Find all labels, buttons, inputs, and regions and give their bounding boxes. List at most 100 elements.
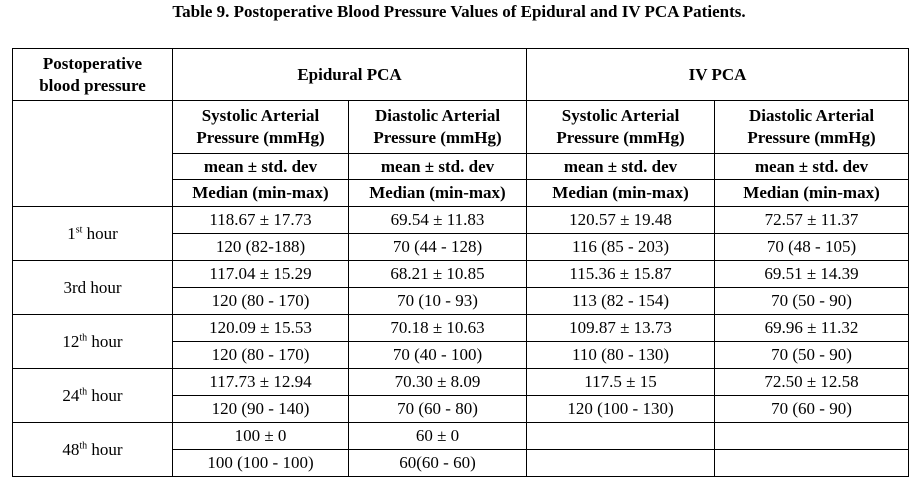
col-header-epidural-systolic: Systolic Arterial Pressure (mmHg) [172, 100, 349, 154]
median-value-cell: 70 (48 - 105) [714, 233, 910, 261]
mean-value-cell: 68.21 ± 10.85 [347, 260, 528, 288]
mean-value-cell: 100 ± 0 [172, 422, 349, 450]
time-point-suffix: st [75, 223, 83, 235]
mean-value-cell [714, 422, 910, 450]
median-value-cell: 120 (80 - 170) [172, 341, 349, 369]
median-value-cell: 70 (50 - 90) [714, 287, 910, 315]
time-point-number: 3rd [63, 277, 87, 297]
mean-value-cell: 120.09 ± 15.53 [172, 314, 349, 342]
col-header-line2: Pressure (mmHg) [747, 128, 876, 147]
mean-label: mean ± std. dev [172, 153, 349, 180]
mean-value-cell: 70.18 ± 10.63 [347, 314, 528, 342]
time-point-suffix: th [79, 331, 88, 343]
median-value-cell: 113 (82 - 154) [526, 287, 716, 315]
median-value-cell: 70 (10 - 93) [347, 287, 528, 315]
mean-value-cell: 117.04 ± 15.29 [172, 260, 349, 288]
median-value-cell: 70 (44 - 128) [347, 233, 528, 261]
mean-value-cell: 117.5 ± 15 [526, 368, 716, 396]
time-point-unit: hour [82, 223, 118, 243]
median-value-cell: 120 (80 - 170) [172, 287, 349, 315]
mean-value-cell: 69.54 ± 11.83 [347, 206, 528, 234]
time-point-unit: hour [86, 277, 122, 297]
median-value-cell [526, 449, 716, 477]
time-point-cell: 12th hour [12, 314, 173, 369]
median-value-cell: 60(60 - 60) [347, 449, 528, 477]
table-row: 1st hour 118.67 ± 17.73 69.54 ± 11.83 120.5… [12, 206, 910, 261]
median-value-cell: 120 (100 - 130) [526, 395, 716, 423]
table-row: 120 (82-188) 70 (44 - 128) 116 (85 - 203) 7… [13, 233, 910, 261]
time-point-number: 48 [62, 439, 80, 459]
mean-value-cell [526, 422, 716, 450]
median-label: Median (min-max) [172, 179, 349, 207]
table-caption: Table 9. Postoperative Blood Pressure Va… [172, 2, 746, 21]
corner-header-line2: blood pressure [39, 75, 146, 95]
time-point-cell: 3rd hour [12, 260, 173, 315]
table-row: 100 (100 - 100) 60(60 - 60) [13, 449, 910, 477]
col-header-line2: Pressure (mmHg) [556, 128, 685, 147]
median-label: Median (min-max) [714, 179, 910, 207]
mean-value-cell: 72.50 ± 12.58 [714, 368, 910, 396]
mean-value-cell: 115.36 ± 15.87 [526, 260, 716, 288]
col-header-line2: Pressure (mmHg) [373, 128, 502, 147]
corner-blank [12, 100, 173, 207]
mean-value-cell: 118.67 ± 17.73 [172, 206, 349, 234]
col-header-iv-systolic: Systolic Arterial Pressure (mmHg) [526, 100, 716, 154]
table-body: Postoperative blood pressure Epidural PC… [12, 48, 910, 477]
table-row: 3rd hour 117.04 ± 15.29 68.21 ± 10.85 115.3… [12, 260, 910, 315]
time-point-cell: 24th hour [12, 368, 173, 423]
group-header-epidural: Epidural PCA [171, 48, 528, 101]
time-point-number: 24 [62, 385, 80, 405]
median-value-cell: 100 (100 - 100) [172, 449, 349, 477]
median-value-cell: 70 (40 - 100) [347, 341, 528, 369]
col-header-iv-diastolic: Diastolic Arterial Pressure (mmHg) [714, 100, 910, 154]
mean-label: mean ± std. dev [714, 153, 910, 180]
time-point-number: 12 [62, 331, 80, 351]
median-value-cell: 116 (85 - 203) [526, 233, 716, 261]
median-value-cell: 70 (60 - 80) [347, 395, 528, 423]
col-header-line1: Diastolic Arterial [748, 106, 875, 125]
mean-value-cell: 117.73 ± 12.94 [172, 368, 349, 396]
time-point-unit: hour [87, 331, 123, 351]
corner-header-line1: Postoperative [42, 53, 143, 73]
corner-header: Postoperative blood pressure [12, 48, 173, 101]
time-point-suffix: th [79, 439, 88, 451]
mean-value-cell: 60 ± 0 [347, 422, 528, 450]
col-header-line1: Systolic Arterial [561, 106, 680, 125]
table-row: 48th hour 100 ± 0 60 ± 0 [12, 422, 910, 477]
time-point-suffix: th [79, 385, 88, 397]
mean-value-cell: 69.96 ± 11.32 [714, 314, 910, 342]
header-row-mean: mean ± std. dev mean ± std. dev mean ± s… [13, 153, 910, 180]
median-value-cell: 120 (82-188) [172, 233, 349, 261]
mean-value-cell: 120.57 ± 19.48 [526, 206, 716, 234]
header-row-median: Median (min-max) Median (min-max) Median… [13, 179, 910, 207]
median-value-cell: 70 (50 - 90) [714, 341, 910, 369]
time-point-cell: 1st hour [12, 206, 173, 261]
median-label: Median (min-max) [526, 179, 716, 207]
median-value-cell: 110 (80 - 130) [526, 341, 716, 369]
col-header-epidural-diastolic: Diastolic Arterial Pressure (mmHg) [347, 100, 528, 154]
col-header-line1: Diastolic Arterial [374, 106, 501, 125]
mean-value-cell: 72.57 ± 11.37 [714, 206, 910, 234]
blood-pressure-table: Postoperative blood pressure Epidural PC… [12, 48, 910, 477]
col-header-line2: Pressure (mmHg) [196, 128, 325, 147]
median-value-cell [714, 449, 910, 477]
mean-label: mean ± std. dev [347, 153, 528, 180]
header-row-measures: Systolic Arterial Pressure (mmHg) Diasto… [12, 100, 910, 207]
group-header-iv: IV PCA [526, 48, 910, 101]
mean-value-cell: 69.51 ± 14.39 [714, 260, 910, 288]
time-point-cell: 48th hour [12, 422, 173, 477]
mean-label: mean ± std. dev [526, 153, 716, 180]
mean-value-cell: 70.30 ± 8.09 [347, 368, 528, 396]
table-row: 12th hour 120.09 ± 15.53 70.18 ± 10.63 109.… [12, 314, 910, 369]
median-value-cell: 120 (90 - 140) [172, 395, 349, 423]
table-row: 120 (80 - 170) 70 (10 - 93) 113 (82 - 154)… [13, 287, 910, 315]
header-row-groups: Postoperative blood pressure Epidural PC… [12, 48, 910, 101]
col-header-line1: Systolic Arterial [201, 106, 320, 125]
median-label: Median (min-max) [347, 179, 528, 207]
median-value-cell: 70 (60 - 90) [714, 395, 910, 423]
time-point-unit: hour [87, 385, 123, 405]
table-row: 120 (90 - 140) 70 (60 - 80) 120 (100 - 130… [13, 395, 910, 423]
time-point-number: 1 [67, 223, 76, 243]
time-point-unit: hour [87, 439, 123, 459]
mean-value-cell: 109.87 ± 13.73 [526, 314, 716, 342]
